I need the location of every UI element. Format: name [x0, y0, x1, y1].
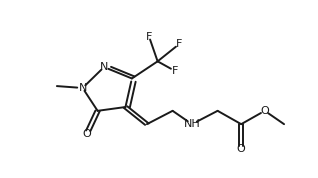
Text: N: N [100, 62, 108, 72]
Text: NH: NH [183, 119, 200, 129]
Text: N: N [79, 83, 87, 93]
Text: O: O [83, 129, 91, 139]
Text: F: F [172, 66, 178, 76]
Text: O: O [260, 106, 269, 116]
Text: O: O [237, 144, 245, 154]
Text: F: F [176, 39, 182, 49]
Text: F: F [146, 32, 152, 42]
